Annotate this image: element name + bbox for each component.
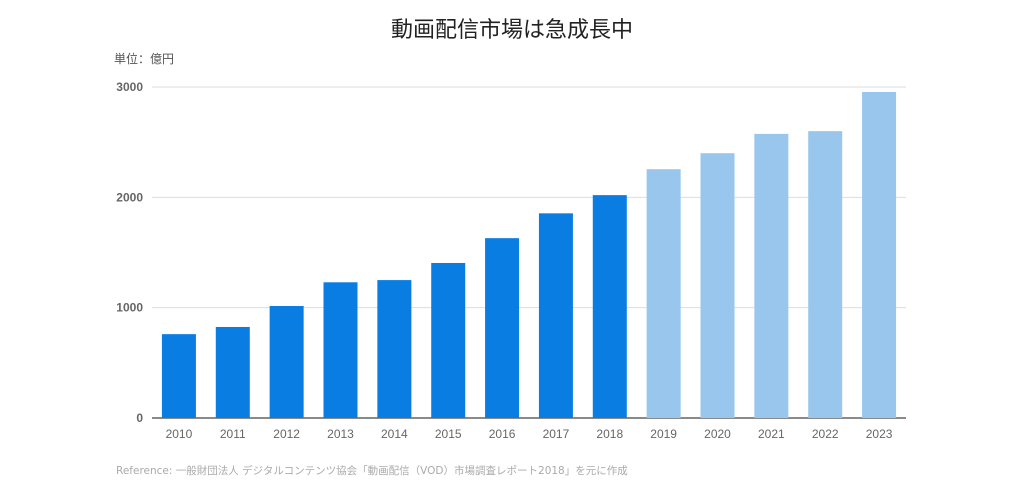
- x-tick-label: 2012: [273, 427, 300, 441]
- x-tick-label: 2016: [489, 427, 516, 441]
- bar: [646, 169, 681, 418]
- x-tick-label: 2021: [758, 427, 785, 441]
- y-tick-label: 3000: [116, 80, 143, 94]
- x-tick-label: 2023: [866, 427, 893, 441]
- x-tick-label: 2018: [596, 427, 623, 441]
- unit-label: 単位：億円: [114, 52, 175, 66]
- x-tick-label: 2019: [650, 427, 677, 441]
- bar: [862, 91, 897, 418]
- x-tick-label: 2015: [435, 427, 462, 441]
- x-tick-label: 2017: [543, 427, 570, 441]
- bar: [269, 306, 304, 418]
- chart-title: 動画配信市場は急成長中: [390, 18, 633, 43]
- bar: [485, 238, 520, 418]
- y-tick-label: 0: [136, 411, 143, 425]
- bar: [377, 280, 412, 418]
- x-tick-label: 2011: [220, 427, 246, 441]
- x-tick-label: 2022: [812, 427, 839, 441]
- reference-note: Reference: 一般財団法人 デジタルコンテンツ協会「動画配信（VOD）市…: [116, 465, 628, 477]
- x-tick-label: 2020: [704, 427, 731, 441]
- bar: [538, 213, 573, 418]
- y-tick-label: 2000: [116, 190, 143, 204]
- x-tick-label: 2013: [327, 427, 354, 441]
- bar: [592, 195, 627, 418]
- bar: [215, 326, 250, 418]
- bar: [323, 282, 358, 418]
- bar: [431, 262, 466, 418]
- bar: [808, 131, 843, 418]
- x-tick-label: 2014: [381, 427, 408, 441]
- bar: [700, 153, 735, 418]
- bar: [161, 334, 196, 418]
- y-tick-label: 1000: [116, 301, 143, 315]
- x-tick-label: 2010: [166, 427, 193, 441]
- bar: [754, 133, 789, 418]
